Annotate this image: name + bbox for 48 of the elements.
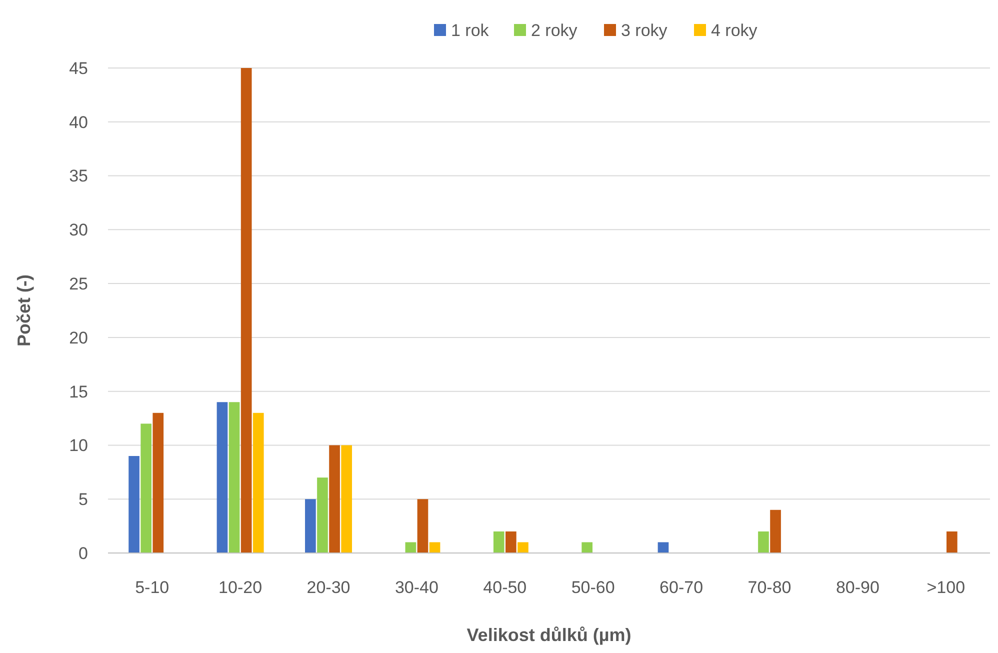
x-tick-label: 80-90: [836, 578, 880, 597]
bar: [252, 412, 264, 553]
bar: [658, 542, 669, 553]
bar: [770, 510, 781, 553]
legend-label: 1 rok: [451, 20, 490, 40]
legend-label: 2 roky: [531, 20, 578, 40]
bar: [518, 542, 528, 553]
bar: [329, 445, 340, 553]
x-tick-label: 70-80: [748, 578, 792, 597]
y-tick-label: 0: [78, 544, 88, 563]
bar: [240, 68, 252, 553]
y-tick-label: 40: [69, 112, 88, 132]
bar: [582, 542, 592, 553]
y-tick-label: 25: [69, 274, 88, 294]
x-tick-label: 5-10: [135, 578, 170, 597]
bar: [341, 445, 352, 553]
x-tick-label: 40-50: [483, 578, 527, 597]
x-tick-label: >100: [926, 578, 966, 597]
legend-label: 4 roky: [711, 20, 758, 40]
bar: [305, 499, 316, 553]
bar: [140, 424, 152, 553]
bar: [417, 499, 428, 553]
bar: [128, 456, 140, 553]
bar: [758, 531, 769, 553]
bar: [228, 402, 240, 553]
x-tick-label: 20-30: [306, 578, 350, 597]
bar: [493, 531, 504, 553]
y-tick-label: 15: [69, 382, 88, 402]
bar: [946, 531, 958, 553]
bar: [429, 542, 440, 553]
bar: [152, 412, 164, 553]
y-tick-label: 45: [69, 58, 88, 78]
y-tick-label: 5: [78, 490, 88, 510]
x-tick-label: 50-60: [571, 578, 615, 597]
y-axis-title: Počet (-): [14, 274, 34, 346]
x-axis-title: Velikost důlků (µm): [466, 625, 632, 645]
bar: [405, 542, 416, 553]
legend-label: 3 roky: [621, 20, 668, 40]
y-tick-label: 30: [69, 220, 88, 240]
x-tick-label: 10-20: [218, 578, 262, 597]
x-tick-label: 60-70: [660, 578, 704, 597]
bar: [506, 531, 516, 553]
bar: [317, 478, 328, 553]
y-tick-label: 20: [69, 328, 88, 348]
y-tick-label: 35: [69, 166, 88, 186]
x-tick-label: 30-40: [394, 578, 438, 597]
y-tick-label: 10: [69, 436, 88, 456]
bar: [216, 402, 228, 553]
